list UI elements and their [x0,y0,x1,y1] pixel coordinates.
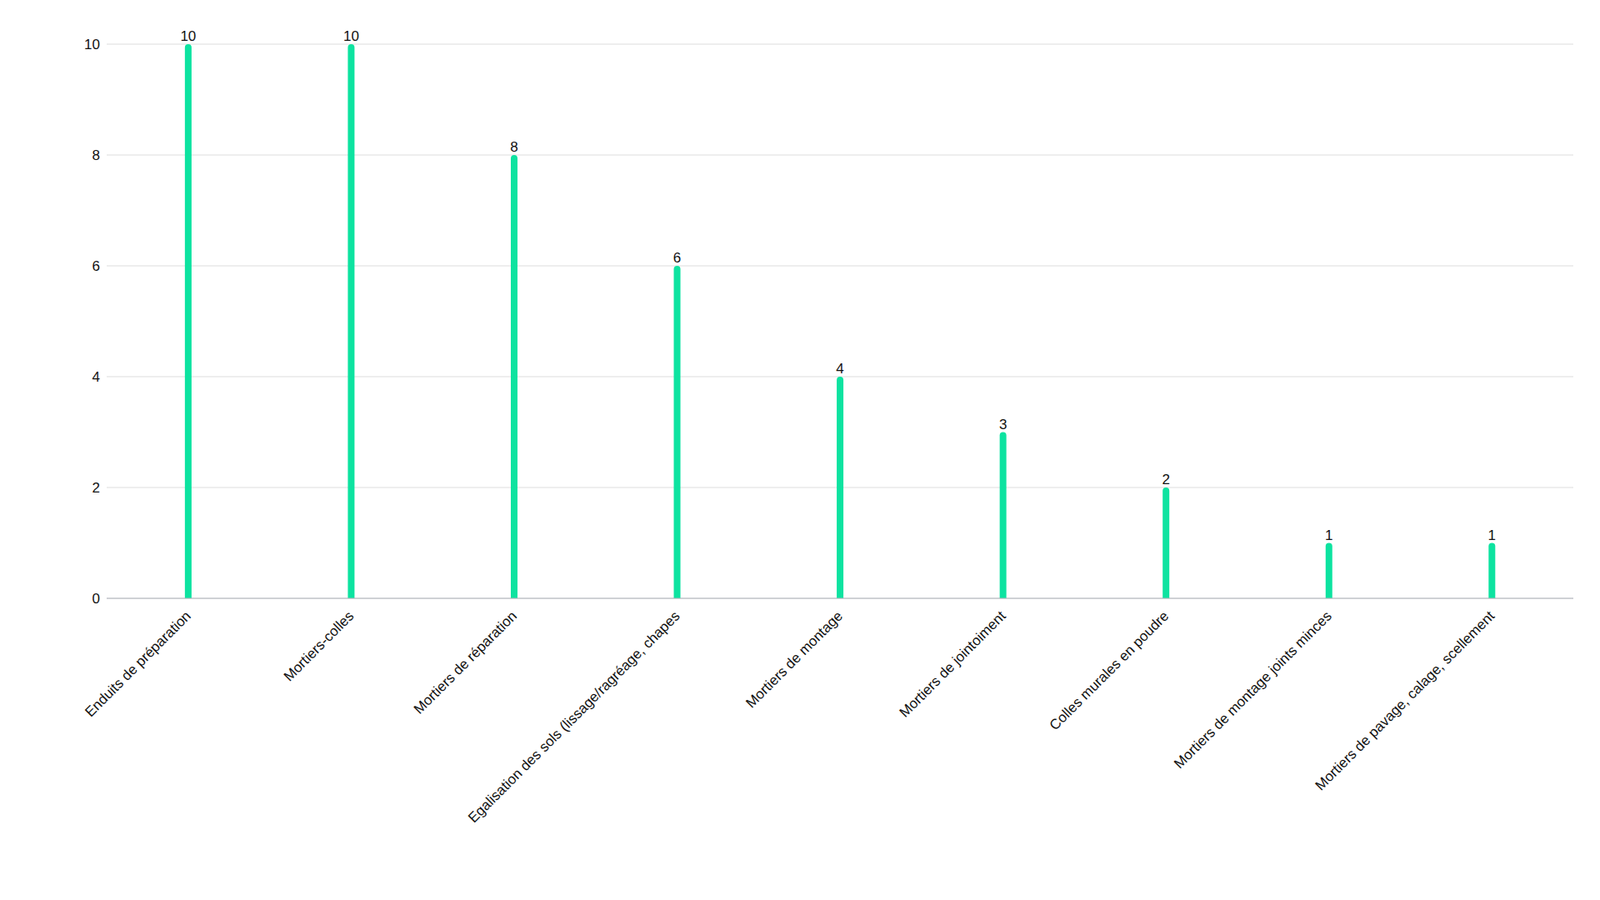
svg-text:10: 10 [180,28,196,45]
svg-text:Colles murales en poudre: Colles murales en poudre [1046,608,1172,734]
svg-text:8: 8 [510,139,518,155]
svg-text:10: 10 [343,28,360,45]
svg-text:Enduits de préparation: Enduits de préparation [81,608,194,720]
svg-text:3: 3 [999,416,1007,433]
svg-text:1: 1 [1488,527,1496,544]
svg-text:4: 4 [92,369,100,385]
svg-text:4: 4 [835,360,844,377]
svg-text:Egalisation des sols (lissage/: Egalisation des sols (lissage/ragréage, … [465,608,683,826]
svg-text:0: 0 [92,590,100,607]
svg-text:6: 6 [673,250,681,266]
svg-text:2: 2 [1161,471,1170,488]
svg-text:6: 6 [92,258,100,275]
svg-text:Mortiers de montage: Mortiers de montage [742,608,846,712]
svg-text:Mortiers de montage joints min: Mortiers de montage joints minces [1170,608,1335,772]
svg-text:8: 8 [92,147,100,164]
svg-text:Mortiers de jointoiment: Mortiers de jointoiment [896,607,1010,720]
svg-text:Mortiers-colles: Mortiers-colles [280,608,358,685]
svg-text:1: 1 [1325,527,1333,544]
svg-text:Mortiers de pavage, calage, sc: Mortiers de pavage, calage, scellement [1312,607,1499,794]
svg-text:2: 2 [92,480,100,496]
svg-text:10: 10 [84,36,100,53]
svg-text:Mortiers de réparation: Mortiers de réparation [410,608,520,718]
